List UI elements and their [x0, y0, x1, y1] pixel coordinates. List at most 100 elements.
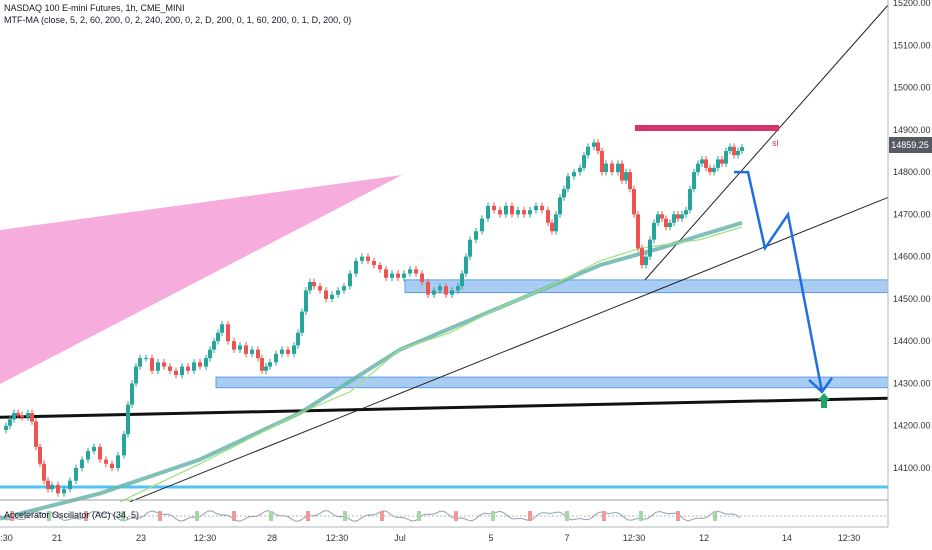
- candle[interactable]: [558, 197, 562, 215]
- candle[interactable]: [274, 353, 278, 363]
- candle[interactable]: [292, 345, 296, 354]
- candle[interactable]: [62, 489, 66, 494]
- candle[interactable]: [220, 324, 224, 333]
- candle[interactable]: [586, 146, 590, 156]
- candle[interactable]: [716, 159, 720, 168]
- candle[interactable]: [652, 222, 656, 240]
- candle[interactable]: [138, 358, 142, 367]
- candle[interactable]: [50, 484, 54, 490]
- trendline[interactable]: [129, 196, 889, 503]
- candle[interactable]: [546, 210, 550, 223]
- candle[interactable]: [492, 205, 496, 211]
- candle[interactable]: [280, 349, 284, 354]
- candle[interactable]: [438, 286, 442, 291]
- candle[interactable]: [330, 294, 334, 299]
- candle[interactable]: [610, 163, 614, 173]
- candle[interactable]: [300, 311, 304, 333]
- candle[interactable]: [318, 286, 322, 291]
- support-zone[interactable]: [215, 376, 889, 389]
- candle[interactable]: [450, 290, 454, 295]
- price-axis[interactable]: 15200.00 15100.00 15000.00 14900.00 14800.00…: [893, 0, 931, 473]
- candle[interactable]: [740, 147, 744, 151]
- candle[interactable]: [636, 214, 640, 249]
- candle[interactable]: [604, 163, 608, 173]
- candle[interactable]: [414, 269, 418, 274]
- candle[interactable]: [390, 273, 394, 278]
- candle[interactable]: [736, 150, 740, 156]
- candle[interactable]: [672, 214, 676, 223]
- candle[interactable]: [402, 273, 406, 278]
- candle[interactable]: [198, 362, 202, 367]
- candle[interactable]: [16, 413, 20, 416]
- candle[interactable]: [444, 286, 448, 295]
- candle[interactable]: [700, 159, 704, 164]
- candle[interactable]: [684, 210, 688, 215]
- candle[interactable]: [324, 290, 328, 299]
- candle[interactable]: [46, 480, 50, 490]
- trendline[interactable]: [0, 396, 889, 419]
- candle[interactable]: [600, 150, 604, 173]
- candle[interactable]: [408, 269, 412, 274]
- candle[interactable]: [80, 459, 84, 468]
- candle[interactable]: [86, 451, 90, 460]
- candle[interactable]: [336, 290, 340, 295]
- candle[interactable]: [104, 459, 108, 464]
- candle[interactable]: [656, 214, 660, 223]
- candle[interactable]: [504, 205, 508, 215]
- candle[interactable]: [226, 324, 230, 342]
- candle[interactable]: [516, 210, 520, 215]
- candle[interactable]: [98, 446, 102, 460]
- candle[interactable]: [720, 159, 724, 164]
- candle[interactable]: [134, 366, 138, 384]
- candle[interactable]: [26, 413, 30, 418]
- candle[interactable]: [692, 172, 696, 189]
- candle[interactable]: [688, 189, 692, 211]
- candle[interactable]: [522, 210, 526, 215]
- candle[interactable]: [156, 362, 160, 371]
- candle[interactable]: [372, 260, 376, 266]
- candle[interactable]: [510, 205, 514, 215]
- candle[interactable]: [640, 248, 644, 266]
- forecast-path[interactable]: [734, 170, 824, 393]
- candle[interactable]: [728, 146, 732, 151]
- candle[interactable]: [396, 273, 400, 278]
- candle[interactable]: [42, 463, 46, 481]
- candle[interactable]: [540, 205, 544, 211]
- candle[interactable]: [260, 358, 264, 371]
- candle[interactable]: [244, 345, 248, 354]
- candle[interactable]: [426, 282, 430, 295]
- candle[interactable]: [68, 480, 72, 490]
- candle[interactable]: [360, 256, 364, 261]
- candle[interactable]: [460, 273, 464, 287]
- candle[interactable]: [724, 150, 728, 164]
- candle[interactable]: [162, 362, 166, 367]
- candle[interactable]: [660, 214, 664, 219]
- candle[interactable]: [304, 290, 308, 312]
- candle[interactable]: [712, 167, 716, 173]
- candle[interactable]: [130, 383, 134, 405]
- candle[interactable]: [456, 286, 460, 291]
- candle[interactable]: [648, 239, 652, 257]
- candle[interactable]: [8, 419, 12, 426]
- candle[interactable]: [534, 205, 538, 211]
- candle[interactable]: [20, 415, 24, 418]
- candle[interactable]: [268, 362, 272, 367]
- candle[interactable]: [296, 332, 300, 346]
- candle[interactable]: [208, 349, 212, 359]
- candle[interactable]: [74, 468, 78, 481]
- candle[interactable]: [30, 413, 34, 422]
- candle[interactable]: [704, 159, 708, 168]
- candle[interactable]: [204, 358, 208, 367]
- moving-average-slow[interactable]: [0, 220, 743, 521]
- candle[interactable]: [312, 282, 316, 287]
- candle[interactable]: [582, 155, 586, 168]
- trendline[interactable]: [644, 4, 889, 281]
- time-axis[interactable]: 2:30 21 23 12:30 28 12:30 Jul 5 7 12:30 12 14 12:30: [0, 533, 860, 543]
- candle[interactable]: [286, 349, 290, 354]
- candle[interactable]: [644, 256, 648, 266]
- candle[interactable]: [572, 172, 576, 177]
- candle[interactable]: [256, 349, 260, 359]
- candle[interactable]: [4, 425, 8, 430]
- candle[interactable]: [150, 358, 154, 371]
